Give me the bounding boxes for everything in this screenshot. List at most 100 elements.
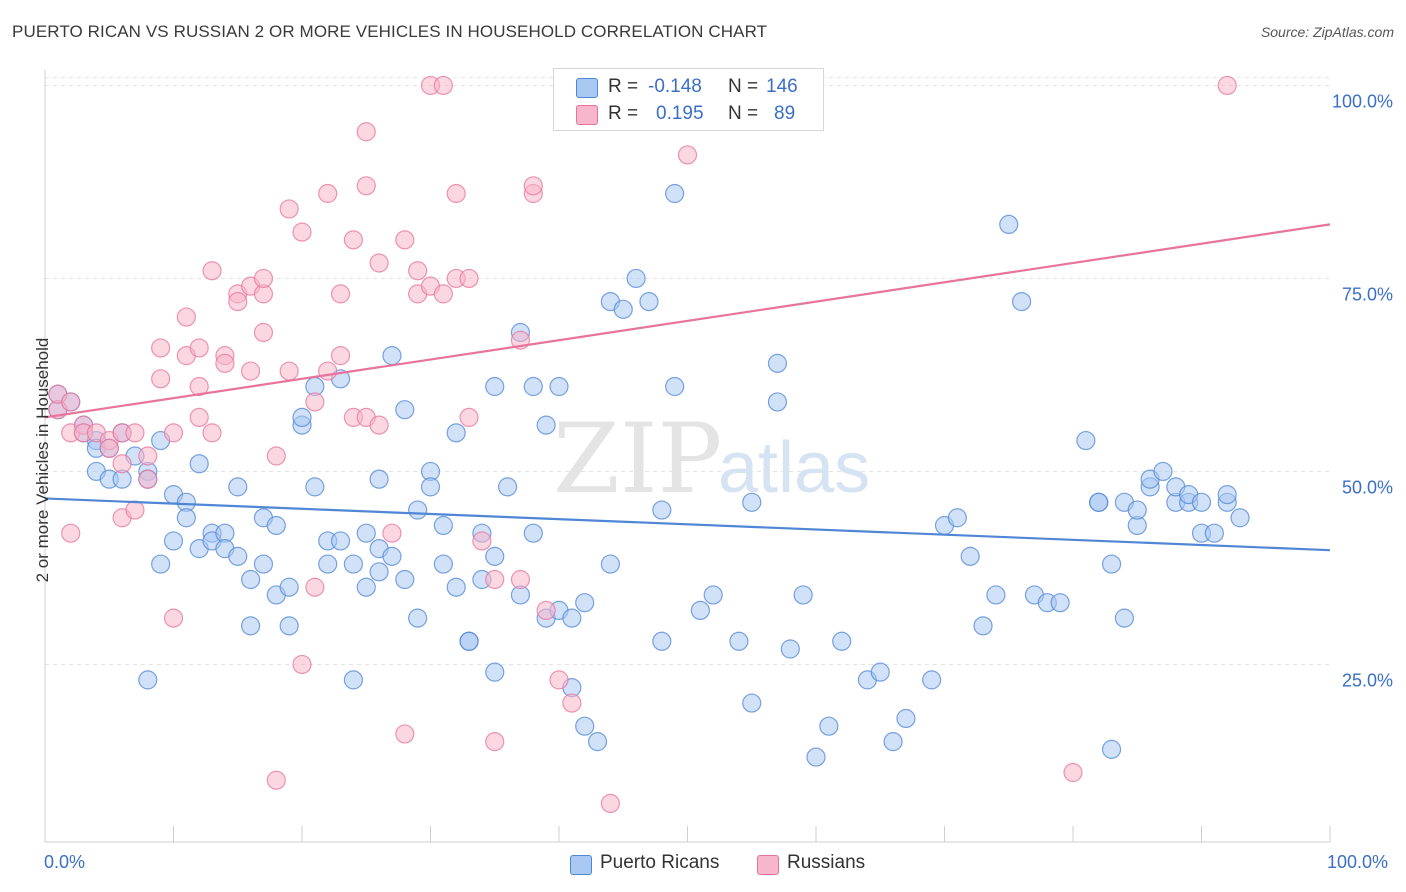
data-point bbox=[510, 569, 531, 590]
data-point bbox=[562, 693, 582, 713]
data-point bbox=[562, 608, 582, 628]
data-point bbox=[202, 423, 222, 443]
data-point bbox=[498, 477, 518, 497]
data-point bbox=[947, 508, 967, 528]
data-point bbox=[253, 268, 274, 289]
watermark-zip: ZIP bbox=[553, 403, 722, 515]
data-point bbox=[292, 222, 312, 242]
data-point bbox=[523, 176, 543, 196]
data-point bbox=[819, 716, 839, 736]
data-point bbox=[125, 423, 145, 443]
y-axis-title: 2 or more Vehicles in Household bbox=[33, 337, 52, 583]
data-point bbox=[343, 670, 363, 690]
data-point bbox=[382, 523, 402, 543]
data-point bbox=[228, 292, 248, 312]
data-point bbox=[600, 554, 621, 574]
data-point bbox=[742, 693, 762, 713]
data-point bbox=[253, 554, 274, 574]
data-point bbox=[369, 253, 389, 273]
legend-n-value: 89 bbox=[774, 103, 796, 124]
data-point bbox=[343, 554, 363, 574]
data-point bbox=[305, 577, 325, 597]
legend-swatch-puerto-ricans bbox=[576, 78, 598, 98]
data-point bbox=[151, 554, 171, 574]
data-point bbox=[369, 415, 389, 435]
data-point bbox=[292, 407, 312, 427]
data-point bbox=[665, 376, 685, 397]
data-point bbox=[408, 500, 428, 520]
data-point bbox=[1217, 75, 1237, 96]
x-tick-label-max: 100.0% bbox=[1327, 852, 1389, 872]
data-point bbox=[292, 654, 312, 675]
y-tick-labels: 100.0% 75.0% 50.0% 25.0% bbox=[1332, 91, 1393, 690]
data-point bbox=[639, 292, 659, 312]
data-point bbox=[99, 438, 119, 458]
data-point bbox=[1127, 500, 1147, 520]
data-point bbox=[690, 600, 710, 621]
legend-n-label: N = bbox=[728, 76, 759, 97]
data-point bbox=[138, 670, 158, 690]
trend-line-russians bbox=[44, 223, 1331, 419]
data-point bbox=[433, 284, 453, 304]
bottom-legend-label: Puerto Ricans bbox=[600, 852, 720, 873]
data-point bbox=[395, 569, 415, 590]
data-point bbox=[703, 585, 723, 605]
data-point bbox=[163, 608, 184, 628]
data-point bbox=[330, 531, 351, 551]
data-point bbox=[112, 454, 132, 474]
data-point bbox=[523, 523, 543, 543]
data-point bbox=[138, 469, 158, 489]
bottom-legend-label: Russians bbox=[787, 852, 866, 873]
data-point bbox=[356, 176, 376, 196]
data-point bbox=[176, 307, 196, 327]
data-point bbox=[1114, 608, 1135, 628]
trend-line-puerto-ricans bbox=[44, 497, 1331, 552]
y-tick-label: 100.0% bbox=[1332, 91, 1393, 111]
data-point bbox=[986, 585, 1006, 605]
data-point bbox=[1101, 554, 1122, 574]
data-point bbox=[318, 361, 338, 381]
x-tick-label-min: 0.0% bbox=[44, 852, 86, 872]
trend-lines bbox=[44, 223, 1331, 552]
legend-r-label: R = bbox=[608, 103, 639, 124]
data-point bbox=[485, 546, 505, 566]
data-point bbox=[163, 531, 184, 551]
data-point bbox=[1050, 593, 1070, 613]
data-point bbox=[318, 554, 338, 574]
data-point bbox=[163, 423, 184, 443]
data-point bbox=[626, 268, 646, 289]
data-point bbox=[228, 477, 248, 497]
data-point bbox=[613, 299, 633, 319]
data-point bbox=[151, 369, 171, 389]
data-point bbox=[652, 500, 672, 520]
data-point bbox=[138, 446, 158, 466]
data-point bbox=[922, 670, 942, 690]
data-point bbox=[652, 631, 672, 651]
data-point bbox=[189, 454, 209, 474]
y-tick-label: 50.0% bbox=[1342, 477, 1393, 497]
data-point bbox=[241, 616, 261, 636]
data-point bbox=[253, 322, 274, 343]
data-point bbox=[1076, 430, 1096, 451]
data-point bbox=[125, 500, 145, 520]
legend-swatch-russians bbox=[576, 105, 598, 125]
legend-n-label: N = bbox=[728, 103, 759, 124]
data-point bbox=[536, 415, 556, 435]
data-point bbox=[1153, 461, 1173, 482]
data-point bbox=[61, 523, 81, 543]
data-point bbox=[446, 423, 466, 443]
legend-r-label: R = bbox=[608, 76, 639, 97]
data-point bbox=[485, 732, 505, 752]
data-point bbox=[266, 770, 286, 790]
data-point bbox=[1191, 492, 1212, 512]
data-point bbox=[806, 747, 826, 767]
data-point bbox=[369, 469, 389, 489]
data-point bbox=[485, 662, 505, 682]
data-point bbox=[305, 477, 325, 497]
data-point bbox=[279, 361, 299, 381]
data-point bbox=[279, 199, 299, 219]
data-point bbox=[330, 284, 351, 304]
data-point bbox=[1063, 762, 1083, 783]
data-point bbox=[459, 407, 479, 427]
legend-r-value: 0.195 bbox=[656, 103, 704, 124]
